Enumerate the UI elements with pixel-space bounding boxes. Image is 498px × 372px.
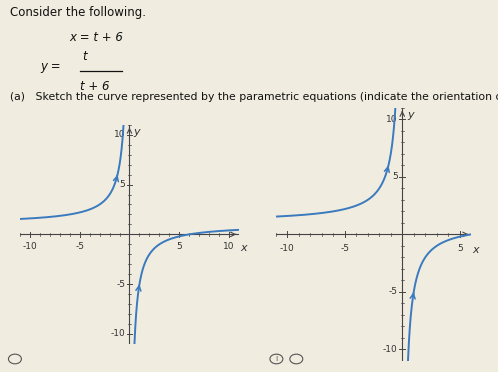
Text: -10: -10 bbox=[22, 242, 37, 251]
Text: y: y bbox=[133, 127, 140, 137]
Text: (a)   Sketch the curve represented by the parametric equations (indicate the ori: (a) Sketch the curve represented by the … bbox=[10, 92, 498, 102]
Text: t + 6: t + 6 bbox=[80, 80, 109, 93]
Text: y: y bbox=[407, 110, 413, 120]
Text: -5: -5 bbox=[340, 244, 349, 253]
Text: t: t bbox=[82, 50, 87, 63]
Text: 10: 10 bbox=[114, 130, 125, 139]
Text: -5: -5 bbox=[117, 280, 125, 289]
Text: 5: 5 bbox=[457, 244, 463, 253]
Text: 5: 5 bbox=[392, 172, 397, 182]
Text: x = t + 6: x = t + 6 bbox=[70, 31, 124, 44]
Text: x: x bbox=[240, 243, 247, 253]
Text: 5: 5 bbox=[120, 180, 125, 189]
Text: 10: 10 bbox=[386, 115, 397, 124]
Text: -10: -10 bbox=[111, 330, 125, 339]
Text: 5: 5 bbox=[176, 242, 182, 251]
Text: Consider the following.: Consider the following. bbox=[10, 6, 146, 19]
Text: x: x bbox=[473, 245, 479, 255]
Text: -5: -5 bbox=[75, 242, 84, 251]
Text: i: i bbox=[275, 355, 277, 363]
Text: -5: -5 bbox=[388, 287, 397, 296]
Text: -10: -10 bbox=[383, 345, 397, 354]
Text: 10: 10 bbox=[223, 242, 235, 251]
Text: y =: y = bbox=[40, 60, 64, 73]
Text: -10: -10 bbox=[280, 244, 295, 253]
